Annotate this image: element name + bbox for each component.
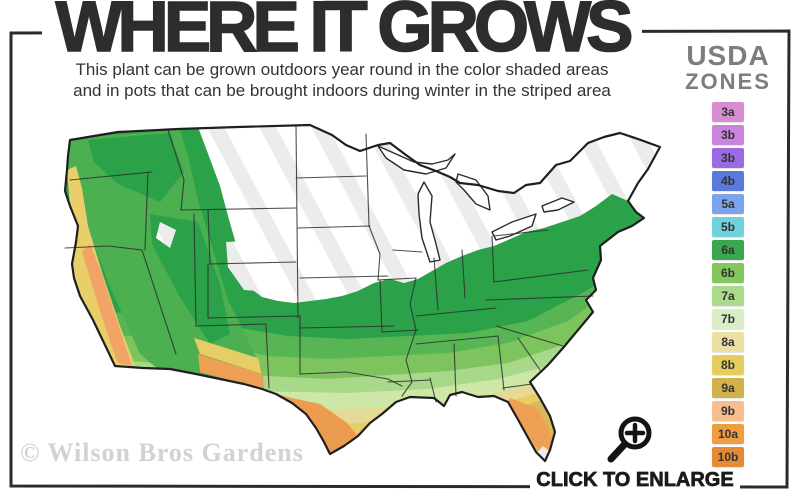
subtitle-line-1: This plant can be grown outdoors year ro… (75, 60, 609, 79)
click-to-enlarge-button[interactable]: CLICK TO ENLARGE (530, 468, 740, 492)
zone-swatch: 5b (712, 217, 744, 237)
legend-title-usda: USDA (686, 40, 770, 71)
zone-swatch: 5a (712, 194, 744, 214)
zone-swatch: 7b (712, 309, 744, 329)
magnifier-icon[interactable] (602, 412, 658, 468)
zone-swatch: 7a (712, 286, 744, 306)
page-subtitle: This plant can be grown outdoors year ro… (42, 60, 642, 101)
zone-swatch: 3a (712, 102, 744, 122)
zone-swatch: 6a (712, 240, 744, 260)
zone-swatch-list: 3a 3b 3b 4b 5a 5b 6a 6b 7a 7b 8a 8b 9a 9… (676, 102, 780, 467)
usda-zone-map[interactable] (48, 122, 668, 476)
map-color-zones (65, 125, 660, 461)
legend-title-zones: ZONES (685, 69, 771, 94)
subtitle-line-2: and in pots that can be brought indoors … (73, 80, 611, 100)
zone-swatch: 3b (712, 125, 744, 145)
zone-swatch: 3b (712, 148, 744, 168)
zone-swatch: 8b (712, 355, 744, 375)
watermark: © Wilson Bros Gardens (20, 438, 304, 467)
page-title: WHERE IT GROWS (42, 0, 642, 64)
state-borders (64, 124, 594, 403)
zone-swatch: 10a (712, 424, 744, 444)
zone-swatch: 10b (712, 447, 744, 467)
zone-swatch: 4b (712, 171, 744, 191)
great-lakes (377, 145, 575, 263)
zone-swatch: 9a (712, 378, 744, 398)
zone-swatch: 9b (712, 401, 744, 421)
usda-zones-legend: USDA ZONES 3a 3b 3b 4b 5a 5b 6a 6b 7a 7b… (676, 42, 780, 467)
us-outline (63, 123, 662, 463)
zone-swatch: 8a (712, 332, 744, 352)
zone-swatch: 6b (712, 263, 744, 283)
